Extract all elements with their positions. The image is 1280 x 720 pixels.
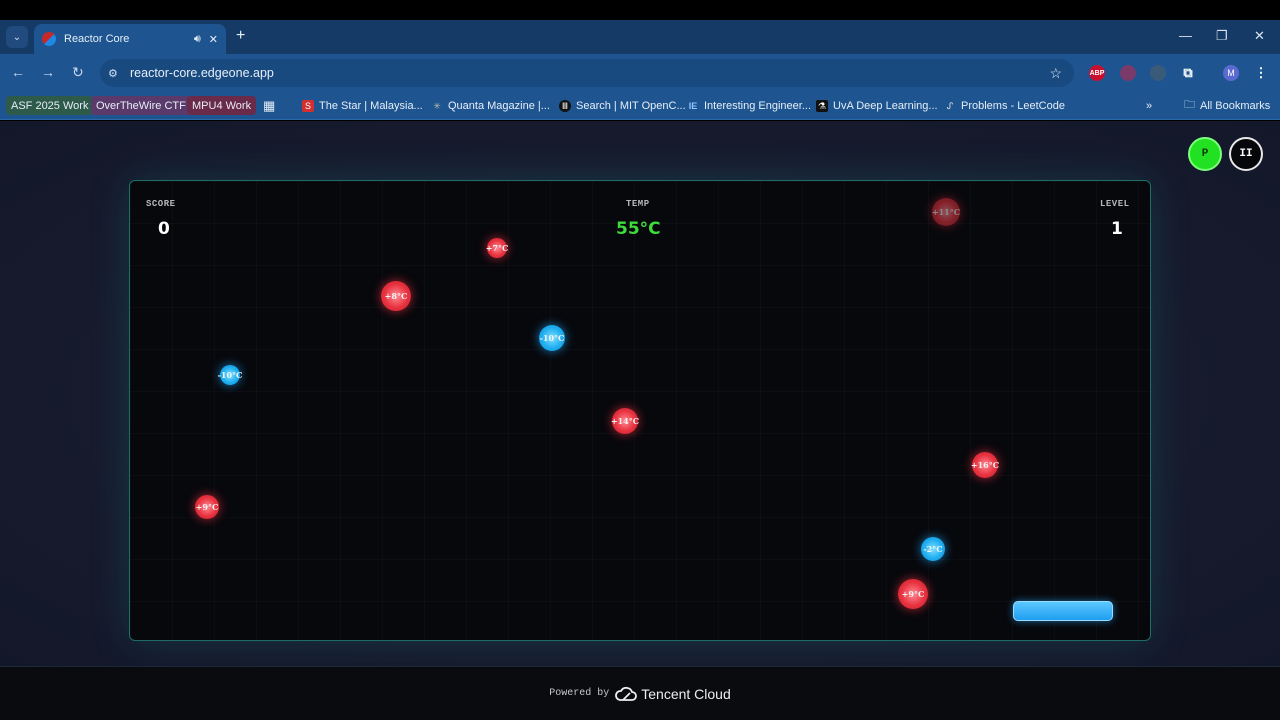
bookmark-uva[interactable]: ⚗ UvA Deep Learning... — [816, 99, 938, 112]
quanta-icon: ✳ — [433, 100, 441, 111]
orb-hot: +8°C — [381, 281, 411, 311]
cloud-icon — [615, 686, 638, 701]
restore-button[interactable]: ❐ — [1216, 28, 1228, 43]
tab-search-button[interactable]: ⌄ — [6, 26, 28, 48]
minimize-button[interactable]: — — [1179, 28, 1192, 43]
address-bar[interactable]: ⚙ reactor-core.edgeone.app ☆ — [100, 59, 1074, 87]
bookmark-the-star[interactable]: S The Star | Malaysia... — [302, 96, 423, 115]
leetcode-icon: ᔑ — [946, 100, 954, 111]
game-page: P II SCORE 0 TEMP 55°C LEVEL 1 +7°C +8°C… — [0, 121, 1280, 666]
tab-title: Reactor Core — [64, 33, 130, 45]
forward-button[interactable]: → — [41, 64, 55, 80]
reload-button[interactable]: ↻ — [72, 64, 84, 80]
orb-hot: +16°C — [971, 452, 999, 478]
temp-label: TEMP — [626, 199, 650, 209]
nav-bar: ← → ↻ ⚙ reactor-core.edgeone.app ☆ ABP ⧉… — [0, 54, 1280, 92]
uva-icon: ⚗ — [816, 99, 828, 112]
tab-strip: ⌄ Reactor Core 🔊︎ ✕ + — ❐ ✕ — [0, 20, 1280, 54]
extensions-puzzle-icon[interactable]: ⧉ — [1183, 65, 1193, 80]
bookmark-quanta[interactable]: ✳ Quanta Magazine |... — [431, 96, 550, 115]
score-value: 0 — [158, 219, 170, 239]
the-star-icon: S — [302, 99, 314, 112]
screen-top — [0, 0, 1280, 20]
speaker-icon[interactable]: 🔊︎ — [193, 32, 201, 45]
back-button[interactable]: ← — [11, 64, 25, 80]
site-info-icon[interactable]: ⚙ — [108, 67, 118, 80]
brand-text: Tencent Cloud — [641, 685, 731, 702]
bookmark-leetcode[interactable]: ᔑ Problems - LeetCode — [944, 96, 1065, 115]
orb-hot: +11°C — [932, 198, 960, 226]
extension-icon[interactable] — [1120, 65, 1136, 81]
favicon-icon — [42, 32, 56, 46]
footer: Powered by Tencent Cloud — [0, 666, 1280, 720]
profile-avatar[interactable]: M — [1223, 65, 1239, 81]
pause-button[interactable]: II — [1229, 137, 1263, 171]
bookmark-overthewire[interactable]: OverTheWire CTF — [91, 96, 191, 115]
new-tab-button[interactable]: + — [236, 27, 246, 44]
orb-cold: -2°C — [921, 537, 945, 561]
orb-hot: +14°C — [611, 408, 639, 434]
bookmark-mpu4[interactable]: MPU4 Work — [187, 96, 257, 115]
ie-icon: IE — [688, 100, 698, 111]
tab-reactor-core[interactable]: Reactor Core 🔊︎ ✕ — [34, 24, 226, 54]
folder-icon: 🗀︎ — [1184, 99, 1195, 111]
extension-icon-2[interactable] — [1150, 65, 1166, 81]
orb-cold: -10°C — [539, 325, 565, 351]
all-bookmarks[interactable]: 🗀︎ All Bookmarks — [1184, 96, 1270, 115]
bookmark-asf[interactable]: ASF 2025 Work — [6, 96, 94, 115]
close-tab-icon[interactable]: ✕ — [208, 33, 218, 46]
adblock-extension-icon[interactable]: ABP — [1089, 65, 1105, 81]
bookmark-interesting-engineering[interactable]: IE Interesting Engineer... — [688, 99, 812, 112]
tencent-cloud-logo[interactable]: Tencent Cloud — [615, 686, 731, 702]
paddle[interactable] — [1013, 601, 1113, 621]
orb-hot: +9°C — [195, 495, 219, 519]
orb-hot: +7°C — [486, 238, 508, 258]
close-window-button[interactable]: ✕ — [1254, 28, 1265, 43]
orb-hot: +9°C — [898, 579, 928, 609]
score-label: SCORE — [146, 199, 176, 209]
p-button[interactable]: P — [1188, 137, 1222, 171]
bookmark-mit[interactable]: Ⅲ Search | MIT OpenC... — [559, 96, 686, 115]
powered-by-text: Powered by — [549, 688, 610, 699]
bookmarks-bar: ASF 2025 Work OverTheWire CTF MPU4 Work … — [0, 92, 1280, 120]
apps-grid-icon[interactable]: ▦ — [263, 97, 276, 113]
reactor-board[interactable]: SCORE 0 TEMP 55°C LEVEL 1 +7°C +8°C -10°… — [129, 180, 1151, 641]
level-value: 1 — [1111, 219, 1123, 239]
mit-icon: Ⅲ — [559, 99, 571, 112]
temp-value: 55°C — [616, 219, 661, 239]
bookmark-star-icon[interactable]: ☆ — [1049, 64, 1062, 81]
menu-kebab-icon[interactable]: ⋮ — [1254, 65, 1268, 80]
url-text: reactor-core.edgeone.app — [130, 66, 274, 80]
level-label: LEVEL — [1100, 199, 1130, 209]
orb-cold: -10°C — [218, 365, 242, 385]
more-bookmarks-chevron-icon[interactable]: » — [1146, 99, 1153, 112]
